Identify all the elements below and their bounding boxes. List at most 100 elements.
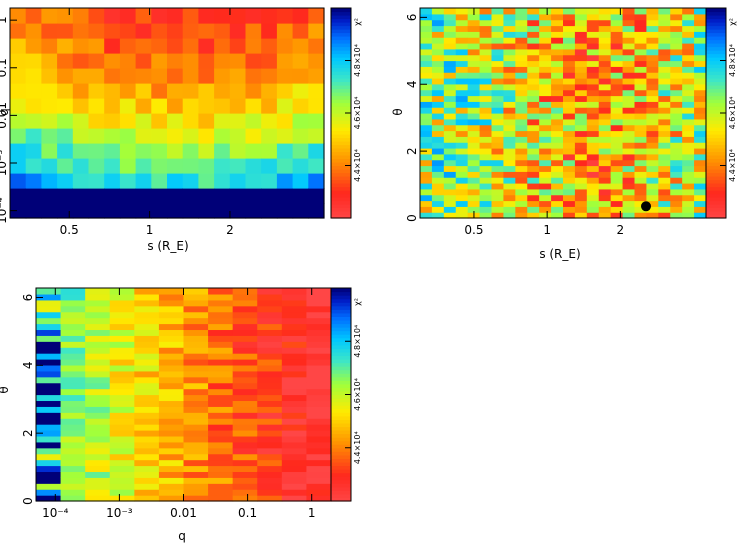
colorbar-segment	[331, 176, 351, 181]
heatmap-cell	[431, 43, 445, 50]
heatmap-cell	[257, 435, 283, 443]
heatmap-cell	[420, 171, 433, 178]
heatmap-cell	[232, 453, 258, 461]
heatmap-cell	[109, 424, 135, 431]
heatmap-cell	[36, 483, 62, 490]
heatmap-cell	[183, 394, 209, 402]
heatmap-cell	[158, 394, 185, 402]
colorbar-segment	[706, 190, 726, 195]
heatmap-cell	[208, 412, 234, 419]
colorbar-segment	[706, 46, 726, 51]
heatmap-cell	[306, 453, 332, 461]
heatmap-cell	[229, 128, 247, 144]
colorbar-segment	[706, 57, 726, 62]
heatmap-cell	[574, 89, 588, 97]
heatmap-cell	[586, 37, 600, 44]
heatmap-cell	[539, 60, 552, 67]
heatmap-cell	[646, 177, 659, 184]
heatmap-cell	[151, 8, 168, 24]
heatmap-cell	[503, 148, 516, 155]
heatmap-cell	[670, 136, 683, 143]
heatmap-cell	[135, 68, 152, 84]
heatmap-cell	[41, 8, 58, 24]
heatmap-cell	[214, 128, 231, 144]
colorbar-segment	[331, 15, 351, 20]
heatmap-cell	[455, 13, 469, 21]
heatmap-cell	[574, 101, 588, 108]
heatmap-cell	[60, 435, 86, 443]
colorbar-segment	[706, 200, 726, 205]
heatmap-cell	[420, 136, 433, 143]
heatmap-cell	[36, 477, 62, 484]
heatmap-cell	[610, 165, 624, 172]
heatmap-cell	[232, 418, 258, 425]
heatmap-cell	[135, 158, 152, 174]
heatmap-cell	[622, 48, 636, 56]
heatmap-cell	[36, 388, 62, 396]
heatmap-cell	[60, 341, 86, 348]
heatmap-cell	[491, 177, 505, 184]
colorbar-segment	[706, 11, 726, 16]
heatmap-cell	[420, 78, 433, 85]
heatmap-cell	[57, 23, 74, 39]
heatmap-cell	[60, 406, 86, 413]
heatmap-cell	[183, 406, 209, 413]
heatmap-cell	[491, 142, 505, 149]
heatmap-cell	[135, 203, 152, 219]
heatmap-cell	[109, 495, 135, 502]
heatmap-cell	[634, 177, 648, 184]
y-tick-label: 0	[21, 497, 35, 505]
heatmap-cell	[634, 72, 648, 79]
heatmap-cell	[151, 203, 168, 219]
heatmap-cell	[183, 459, 209, 467]
heatmap-cell	[527, 37, 540, 44]
colorbar-segment	[331, 18, 351, 23]
heatmap-cell	[109, 465, 135, 473]
heatmap-cell	[610, 78, 624, 85]
heatmap-cell	[151, 83, 168, 99]
heatmap-cell	[527, 43, 540, 50]
colorbar-segment	[331, 211, 351, 216]
heatmap-cell	[214, 188, 231, 204]
heatmap-cell	[467, 171, 481, 178]
heatmap-cell	[455, 177, 469, 184]
heatmap-cell	[306, 424, 332, 431]
heatmap-cell	[598, 124, 612, 132]
colorbar-segment	[706, 151, 726, 156]
heatmap-cell	[208, 335, 234, 342]
heatmap-cell	[443, 142, 457, 149]
heatmap-cell	[598, 153, 612, 161]
heatmap-cell	[306, 430, 332, 437]
heatmap-cell	[109, 288, 135, 295]
heatmap-cell	[119, 53, 137, 69]
heatmap-cell	[503, 159, 516, 167]
heatmap-cell	[563, 188, 576, 196]
heatmap-cell	[670, 142, 683, 149]
heatmap-cell	[88, 203, 105, 219]
heatmap-cell	[208, 353, 234, 360]
heatmap-cell	[646, 183, 659, 190]
heatmap-cell	[479, 54, 493, 62]
heatmap-cell	[10, 98, 27, 114]
heatmap-cell	[214, 53, 231, 69]
heatmap-cell	[598, 148, 612, 155]
colorbar-segment	[706, 43, 726, 48]
heatmap-cell	[479, 183, 493, 190]
heatmap-cell	[527, 113, 540, 120]
heatmap-cell	[214, 23, 231, 39]
heatmap-cell	[257, 370, 283, 378]
heatmap-cell	[182, 68, 199, 84]
heatmap-cell	[208, 323, 234, 331]
heatmap-cell	[515, 124, 528, 132]
colorbar-segment	[706, 22, 726, 27]
heatmap-cell	[308, 83, 325, 99]
heatmap-cell	[503, 130, 516, 137]
heatmap-cell	[527, 200, 540, 207]
heatmap-cell	[551, 43, 564, 50]
colorbar-segment	[331, 369, 351, 374]
x-tick-label: 0.5	[464, 223, 483, 237]
heatmap-cell	[539, 66, 552, 73]
heatmap-cell	[527, 48, 540, 56]
heatmap-cell	[551, 177, 564, 184]
